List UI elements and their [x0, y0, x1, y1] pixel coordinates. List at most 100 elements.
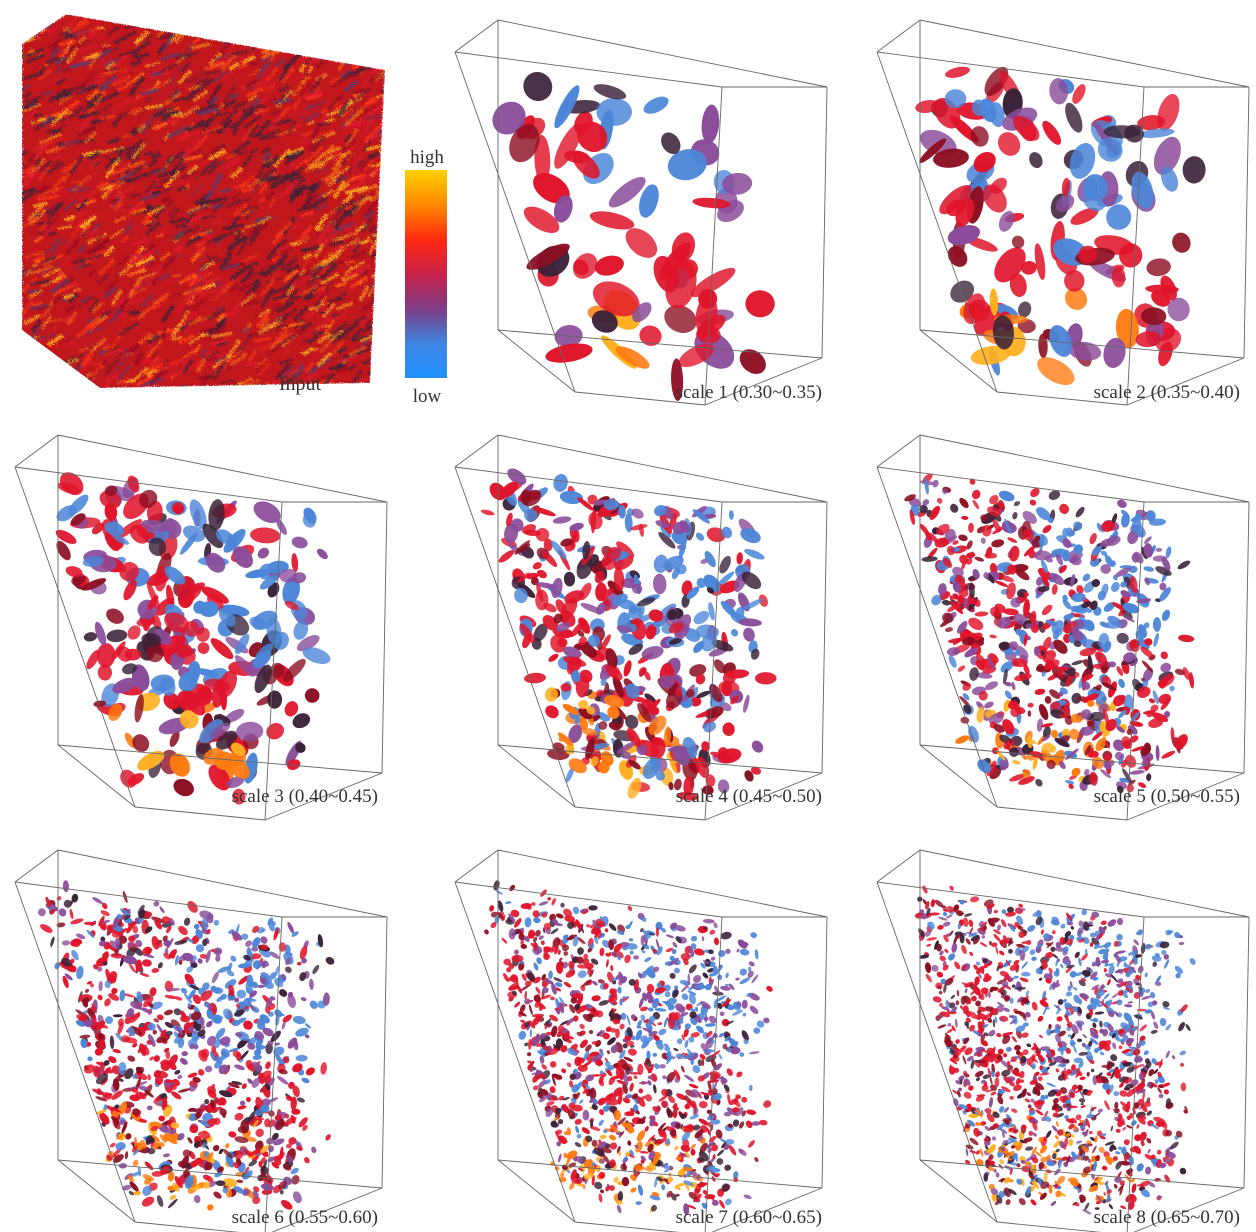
isosurface-blob — [106, 608, 124, 624]
input-streak — [195, 238, 206, 254]
input-streak — [124, 204, 135, 211]
input-streak — [225, 14, 243, 27]
isosurface-blob — [1029, 499, 1037, 506]
input-streak — [226, 349, 243, 363]
isosurface-blob — [484, 929, 489, 935]
input-streak — [223, 98, 237, 109]
input-streak — [319, 50, 335, 57]
input-streak — [317, 27, 336, 41]
input-streak — [324, 117, 335, 124]
input-streak — [273, 148, 291, 168]
input-streak — [331, 339, 345, 357]
isosurface-blob — [1050, 729, 1059, 739]
cube-edge — [919, 744, 1245, 774]
isosurface-blob — [141, 1196, 155, 1207]
isosurface-blob — [548, 970, 553, 980]
input-streak — [387, 280, 407, 287]
input-streak — [144, 180, 156, 195]
input-streak — [387, 143, 395, 149]
input-streak — [378, 337, 385, 345]
isosurface-blob — [213, 919, 220, 926]
input-streak — [344, 133, 352, 143]
isosurface-blob — [701, 104, 720, 144]
isosurface-blob — [550, 996, 555, 1001]
input-streak — [296, 14, 308, 22]
input-streak — [63, 200, 78, 211]
input-streak — [86, 93, 102, 104]
isosurface-blob — [560, 902, 565, 908]
isosurface-blob — [156, 1195, 164, 1207]
input-streak — [100, 359, 108, 367]
isosurface-blob — [187, 901, 198, 913]
isosurface-blob — [749, 1084, 753, 1092]
isosurface-blob — [309, 978, 314, 991]
input-streak — [25, 95, 44, 104]
input-streak — [130, 193, 141, 198]
input-streak — [262, 151, 272, 161]
isosurface-blob — [215, 954, 221, 962]
input-streak — [288, 25, 310, 39]
input-streak — [214, 280, 221, 289]
input-streak — [196, 255, 207, 262]
colorbar-high-label: high — [410, 147, 444, 168]
input-streak — [187, 165, 198, 175]
isosurface-blob — [731, 629, 739, 637]
input-streak — [128, 76, 144, 97]
isosurface-blob — [739, 349, 766, 374]
input-streak — [152, 293, 168, 307]
input-streak — [49, 378, 65, 384]
isosurface-blob — [577, 970, 587, 978]
isosurface-blob — [61, 940, 71, 946]
input-streak — [254, 337, 272, 343]
input-streak — [32, 301, 43, 307]
input-streak — [118, 264, 134, 276]
input-streak — [353, 335, 366, 342]
input-streak — [310, 283, 324, 292]
isosurface-blob — [40, 924, 53, 933]
input-streak — [360, 119, 373, 139]
input-streak — [243, 20, 259, 31]
isosurface-blob — [218, 1097, 227, 1106]
isosurface-blob — [532, 562, 542, 570]
isosurface-blob — [598, 1119, 604, 1126]
isosurface-blob — [177, 1088, 191, 1093]
isosurface-blob — [277, 1075, 289, 1085]
input-streak — [97, 63, 117, 79]
panel-scale-5: scale 5 (0.50~0.55) — [876, 434, 1250, 821]
isosurface-blob — [1146, 258, 1171, 277]
input-streak — [364, 49, 381, 59]
isosurface-blob — [932, 479, 939, 488]
input-streak — [144, 61, 161, 68]
isosurface-blob — [177, 1074, 183, 1080]
input-streak — [240, 206, 252, 215]
isosurface-blob — [1034, 688, 1046, 695]
input-streak — [364, 35, 376, 40]
input-streak — [215, 151, 228, 159]
input-streak — [388, 310, 393, 316]
input-streak — [256, 308, 273, 328]
input-streak — [227, 170, 234, 179]
input-streak — [292, 41, 307, 48]
isosurface-blob — [604, 928, 609, 933]
isosurface-blob — [665, 934, 674, 939]
colorbar-gradient — [405, 170, 447, 378]
input-streak — [201, 214, 215, 220]
input-streak — [197, 375, 210, 388]
isosurface-blob — [681, 993, 689, 1001]
input-streak — [339, 50, 349, 56]
isosurface-blob — [109, 1142, 116, 1148]
input-streak — [92, 362, 103, 366]
input-streak — [305, 362, 314, 373]
input-streak — [271, 173, 290, 189]
input-streak — [229, 93, 240, 99]
input-streak — [372, 44, 385, 53]
isosurface-blob — [538, 901, 549, 906]
input-streak — [382, 204, 385, 215]
input-streak — [349, 249, 370, 260]
input-streak — [304, 111, 322, 123]
panel-scale-3: scale 3 (0.40~0.45) — [14, 434, 388, 821]
input-streak — [190, 183, 205, 197]
input-streak — [261, 323, 270, 330]
cube-edge — [454, 434, 499, 468]
input-streak — [141, 120, 151, 134]
